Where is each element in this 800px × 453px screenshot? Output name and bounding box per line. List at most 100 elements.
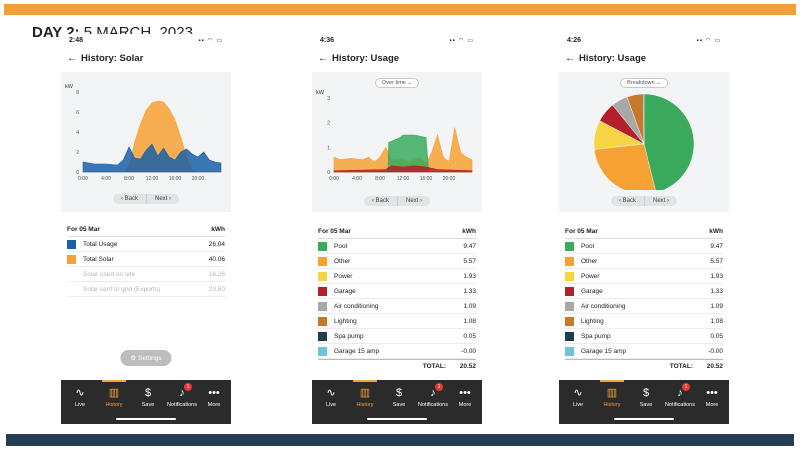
back-arrow-icon[interactable]: ← <box>565 53 575 64</box>
tab-more[interactable]: ••• More <box>695 386 729 408</box>
next-button[interactable]: Next › <box>146 194 179 204</box>
x-tick-label: 12:00 <box>146 176 159 182</box>
bottom-band <box>6 434 794 446</box>
y-axis-label: kW <box>65 84 74 90</box>
tab-history[interactable]: ▥ History <box>97 380 131 408</box>
breakdown-pie-chart <box>593 93 695 190</box>
row-value: 1.08 <box>710 317 723 325</box>
tab-save[interactable]: $ Save <box>629 386 663 408</box>
tab-live[interactable]: ∿ Live <box>561 386 595 408</box>
status-bar: 4:36 ▪▪ ◠ ▭ <box>312 34 482 52</box>
y-tick-label: 6 <box>76 110 79 116</box>
screen-header: ← History: Solar <box>61 52 231 68</box>
row-label: Other <box>334 257 351 265</box>
y-tick-label: 4 <box>76 130 79 136</box>
view-selector[interactable]: Breakdown ⌄ <box>620 78 668 88</box>
tab-more[interactable]: ••• More <box>197 386 231 408</box>
tab-history[interactable]: ▥ History <box>348 380 382 408</box>
tab-label: History <box>356 402 374 408</box>
pie-slice-spa-pump <box>643 93 645 145</box>
bar-chart-icon: ▥ <box>359 387 371 399</box>
dollar-doc-icon: $ <box>642 387 650 399</box>
series-total-usage <box>82 143 222 173</box>
tab-notifications[interactable]: ♪ 1 Notifications <box>663 383 697 408</box>
phone-usage-overtime: 4:36 ▪▪ ◠ ▭ ← History: Usage Over time ⌄… <box>312 34 482 424</box>
more-icon: ••• <box>706 387 718 399</box>
status-time: 4:26 <box>567 37 582 44</box>
tab-label: Notifications <box>418 402 448 408</box>
next-button[interactable]: Next › <box>644 196 677 206</box>
legend-swatch <box>565 241 574 251</box>
tab-bar: ∿ Live ▥ History $ Save ♪ 1 Notifications ••• More <box>61 380 231 424</box>
table-row: Lighting 1.08 <box>565 314 723 329</box>
back-button[interactable]: ‹ Back <box>618 198 636 204</box>
y-tick-label: 0 <box>327 170 330 176</box>
row-label: Other <box>581 257 598 265</box>
status-bar: 4:26 ▪▪ ◠ ▭ <box>559 34 729 52</box>
x-tick-label: 8:00 <box>124 176 134 182</box>
table-row: Total Solar 40.06 <box>67 252 225 267</box>
settings-button[interactable]: ⚙ Settings <box>120 350 172 366</box>
tab-history[interactable]: ▥ History <box>595 380 629 408</box>
solar-chart-area: kW 0 2 4 6 8 0:00 4:00 8:00 12:00 16:00 20:00 ‹ Bac… <box>61 72 231 212</box>
series-garage <box>333 165 473 173</box>
table-date: For 05 Mar <box>318 228 351 235</box>
tab-bar: ∿ Live ▥ History $ Save ♪ 1 Notifications ••• More <box>312 380 482 424</box>
legend-swatch <box>318 316 327 326</box>
table-unit: kWh <box>462 228 476 235</box>
dollar-doc-icon: $ <box>144 387 152 399</box>
tab-save[interactable]: $ Save <box>382 386 416 408</box>
next-button[interactable]: Next › <box>397 196 430 206</box>
row-value: 1.09 <box>710 302 723 310</box>
solar-table: For 05 Mar kWh Total Usage 26.04 Total Sol… <box>67 226 225 297</box>
tab-label: Save <box>639 402 653 408</box>
tab-label: Notifications <box>665 402 695 408</box>
x-tick-label: 0:00 <box>329 176 339 182</box>
row-value: 0.05 <box>463 332 476 340</box>
row-value: 1.93 <box>710 272 723 280</box>
breakdown-table: For 05 Mar kWh Pool 9.47 Other 5.57 Power 1.9… <box>565 228 723 370</box>
row-label: Power <box>581 272 600 280</box>
total-value: 20.52 <box>459 363 476 370</box>
signal-wifi-battery-icon: ▪▪ ◠ ▭ <box>198 38 223 44</box>
legend-swatch <box>565 271 574 281</box>
row-value: 0.05 <box>710 332 723 340</box>
table-row: Total Usage 26.04 <box>67 237 225 252</box>
home-indicator <box>116 418 176 420</box>
row-value: 1.08 <box>463 317 476 325</box>
tab-label: History <box>105 402 123 408</box>
row-label: Air conditioning <box>581 302 626 310</box>
table-row: Solar used on site 16.26 <box>67 267 225 282</box>
table-row: Air conditioning 1.09 <box>565 299 723 314</box>
legend-swatch <box>565 316 574 326</box>
row-value: 23.80 <box>208 285 225 293</box>
table-row: Power 1.93 <box>565 269 723 284</box>
view-selector[interactable]: Over time ⌄ <box>375 78 419 88</box>
tab-save[interactable]: $ Save <box>131 386 165 408</box>
tab-live[interactable]: ∿ Live <box>63 386 97 408</box>
row-value: 1.09 <box>463 302 476 310</box>
status-time: 4:36 <box>320 37 335 44</box>
top-accent-bar <box>4 4 796 15</box>
back-arrow-icon[interactable]: ← <box>318 53 328 64</box>
more-icon: ••• <box>459 387 471 399</box>
back-button[interactable]: ‹ Back <box>120 196 138 202</box>
table-row: Power 1.93 <box>318 269 476 284</box>
y-tick-label: 2 <box>327 121 330 127</box>
solar-chart: kW 0 2 4 6 8 0:00 4:00 8:00 12:00 16:00 20:00 <box>65 84 222 182</box>
y-tick-label: 0 <box>76 170 79 176</box>
pulse-icon: ∿ <box>573 387 583 399</box>
tab-more[interactable]: ••• More <box>448 386 482 408</box>
row-label: Garage <box>334 287 356 295</box>
bar-chart-icon: ▥ <box>108 387 120 399</box>
tab-live[interactable]: ∿ Live <box>314 386 348 408</box>
back-arrow-icon[interactable]: ← <box>67 53 77 64</box>
tab-label: More <box>207 402 221 408</box>
tab-notifications[interactable]: ♪ 1 Notifications <box>416 383 450 408</box>
back-button[interactable]: ‹ Back <box>371 198 389 204</box>
table-unit: kWh <box>709 228 723 235</box>
screen-title: History: Solar <box>81 53 144 64</box>
table-row: Garage 1.33 <box>565 284 723 299</box>
row-value: 9.47 <box>463 242 476 250</box>
tab-notifications[interactable]: ♪ 1 Notifications <box>165 383 199 408</box>
